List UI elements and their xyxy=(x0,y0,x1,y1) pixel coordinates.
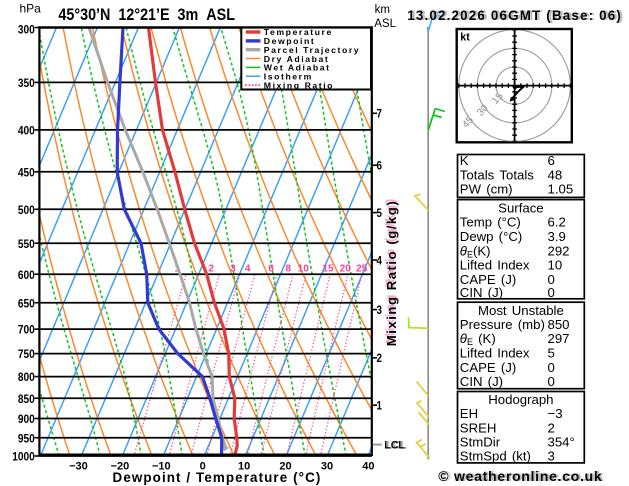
svg-text:450: 450 xyxy=(18,167,35,180)
svg-text:5: 5 xyxy=(377,207,382,220)
svg-text:−10: −10 xyxy=(152,461,171,473)
svg-text:Dewpoint: Dewpoint xyxy=(264,36,316,46)
svg-text:K: K xyxy=(460,153,469,168)
svg-text:CIN (J): CIN (J) xyxy=(460,374,503,389)
svg-text:Mixing Ratio (g/kg): Mixing Ratio (g/kg) xyxy=(384,200,399,346)
svg-text:350: 350 xyxy=(18,77,35,90)
svg-text:6: 6 xyxy=(268,264,274,275)
svg-text:850: 850 xyxy=(18,393,35,406)
svg-text:Wet Adiabat: Wet Adiabat xyxy=(264,63,331,73)
svg-text:13.02.2026 06GMT (Base: 06): 13.02.2026 06GMT (Base: 06) xyxy=(410,8,625,23)
svg-text:4: 4 xyxy=(245,264,251,275)
svg-text:LCL: LCL xyxy=(386,439,407,451)
svg-text:15: 15 xyxy=(322,264,334,275)
svg-text:1000: 1000 xyxy=(12,451,35,464)
svg-text:3: 3 xyxy=(377,304,382,317)
svg-text:900: 900 xyxy=(18,413,35,426)
svg-text:Temperature: Temperature xyxy=(264,27,333,37)
svg-text:292: 292 xyxy=(548,243,570,258)
svg-text:Dewpoint / Temperature (°C): Dewpoint / Temperature (°C) xyxy=(113,470,322,485)
svg-text:Totals Totals: Totals Totals xyxy=(460,167,534,182)
svg-text:4: 4 xyxy=(377,255,382,268)
svg-text:0: 0 xyxy=(200,461,206,473)
svg-text:10: 10 xyxy=(238,461,250,473)
svg-text:EH: EH xyxy=(460,406,478,421)
svg-text:Dry Adiabat: Dry Adiabat xyxy=(264,54,329,64)
svg-text:500: 500 xyxy=(18,204,35,217)
svg-text:CAPE (J): CAPE (J) xyxy=(460,360,516,375)
svg-text:2: 2 xyxy=(208,264,214,275)
svg-text:StmSpd (kt): StmSpd (kt) xyxy=(460,449,531,464)
svg-text:2: 2 xyxy=(548,420,555,435)
svg-text:Dewp (°C): Dewp (°C) xyxy=(460,229,522,244)
svg-text:0: 0 xyxy=(548,285,555,300)
svg-text:Surface: Surface xyxy=(498,200,543,215)
svg-text:θE (K): θE (K) xyxy=(460,331,496,347)
svg-text:1: 1 xyxy=(377,400,382,413)
svg-text:750: 750 xyxy=(18,348,35,361)
svg-text:6: 6 xyxy=(548,153,555,168)
svg-text:0: 0 xyxy=(548,272,555,287)
svg-text:km: km xyxy=(375,4,390,16)
svg-text:© weatheronline.co.uk: © weatheronline.co.uk xyxy=(438,468,602,484)
svg-text:−20: −20 xyxy=(111,461,130,473)
svg-text:650: 650 xyxy=(18,298,35,311)
svg-text:0: 0 xyxy=(548,360,555,375)
svg-text:600: 600 xyxy=(18,269,35,282)
svg-text:StmDir: StmDir xyxy=(460,435,501,450)
svg-text:SREH: SREH xyxy=(460,420,497,435)
svg-text:Lifted Index: Lifted Index xyxy=(460,346,530,361)
svg-text:6: 6 xyxy=(377,160,382,173)
svg-text:30: 30 xyxy=(321,461,333,473)
svg-text:Hodograph: Hodograph xyxy=(488,392,553,407)
svg-text:354°: 354° xyxy=(548,435,575,450)
svg-text:800: 800 xyxy=(18,371,35,384)
svg-text:CAPE (J): CAPE (J) xyxy=(460,272,516,287)
svg-text:PW (cm): PW (cm) xyxy=(460,182,513,197)
svg-text:ASL: ASL xyxy=(374,18,396,30)
svg-text:950: 950 xyxy=(18,433,35,446)
svg-text:13.02.2026 06GMT (Base: 06): 13.02.2026 06GMT (Base: 06) xyxy=(407,8,622,23)
svg-text:8: 8 xyxy=(285,264,291,275)
svg-text:−3: −3 xyxy=(548,406,563,421)
svg-text:−30: −30 xyxy=(69,461,88,473)
svg-text:2: 2 xyxy=(377,352,382,365)
svg-text:Lifted Index: Lifted Index xyxy=(460,258,530,273)
svg-text:3: 3 xyxy=(548,449,555,464)
svg-text:10: 10 xyxy=(548,258,563,273)
svg-text:6.2: 6.2 xyxy=(548,215,566,230)
svg-text:45°30’N 12°21’E 3m ASL: 45°30’N 12°21’E 3m ASL xyxy=(58,6,235,24)
svg-text:Pressure (mb): Pressure (mb) xyxy=(460,317,545,332)
svg-text:kt: kt xyxy=(460,32,470,44)
svg-text:5: 5 xyxy=(548,346,555,361)
svg-text:Parcel Trajectory: Parcel Trajectory xyxy=(264,45,360,55)
svg-text:550: 550 xyxy=(18,238,35,251)
svg-text:300: 300 xyxy=(18,24,35,37)
svg-text:3: 3 xyxy=(230,264,236,275)
svg-text:Isotherm: Isotherm xyxy=(264,72,313,82)
svg-text:0: 0 xyxy=(548,374,555,389)
svg-text:Most Unstable: Most Unstable xyxy=(478,303,564,318)
svg-text:© weatheronline.co.uk: © weatheronline.co.uk xyxy=(440,468,604,484)
svg-text:LCL: LCL xyxy=(384,439,405,451)
svg-text:700: 700 xyxy=(18,324,35,337)
svg-text:850: 850 xyxy=(548,317,570,332)
svg-text:297: 297 xyxy=(548,331,570,346)
svg-text:48: 48 xyxy=(548,167,563,182)
svg-text:20: 20 xyxy=(279,461,291,473)
svg-text:Mixing Ratio (g/kg): Mixing Ratio (g/kg) xyxy=(383,197,398,343)
svg-text:Mixing Ratio: Mixing Ratio xyxy=(264,80,334,90)
svg-text:hPa: hPa xyxy=(20,2,42,16)
svg-text:40: 40 xyxy=(362,461,374,473)
svg-text:25: 25 xyxy=(356,264,368,275)
svg-text:CIN (J): CIN (J) xyxy=(460,285,503,300)
svg-text:7: 7 xyxy=(377,108,382,121)
svg-text:1.05: 1.05 xyxy=(548,182,574,197)
svg-text:10: 10 xyxy=(298,264,310,275)
svg-text:3.9: 3.9 xyxy=(548,229,566,244)
svg-text:θE(K): θE(K) xyxy=(460,243,491,259)
svg-text:20: 20 xyxy=(340,264,352,275)
svg-text:Temp (°C): Temp (°C) xyxy=(460,215,521,230)
svg-text:400: 400 xyxy=(18,125,35,138)
